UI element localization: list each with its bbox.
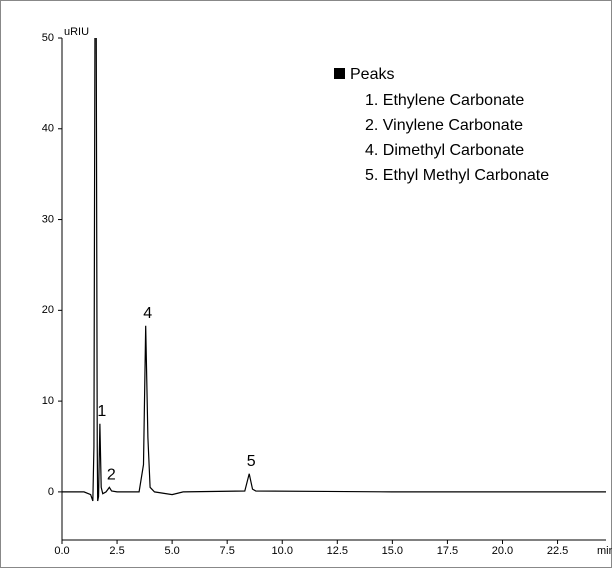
y-axis-label: uRIU bbox=[64, 26, 89, 38]
y-tick-label: 40 bbox=[42, 123, 54, 135]
peak-label: 4 bbox=[143, 305, 152, 322]
x-axis-label: min bbox=[597, 545, 612, 557]
legend-item: 5. Ethyl Methyl Carbonate bbox=[365, 167, 549, 184]
x-tick-label: 7.5 bbox=[220, 545, 235, 557]
x-tick-label: 20.0 bbox=[492, 545, 513, 557]
x-tick-label: 15.0 bbox=[382, 545, 403, 557]
x-tick-label: 12.5 bbox=[327, 545, 348, 557]
x-tick-label: 0.0 bbox=[54, 545, 69, 557]
peak-label: 2 bbox=[107, 467, 116, 484]
x-tick-label: 10.0 bbox=[272, 545, 293, 557]
peak-label: 5 bbox=[247, 453, 256, 470]
legend-marker bbox=[334, 68, 345, 79]
peak-label: 1 bbox=[97, 403, 106, 420]
y-tick-label: 50 bbox=[42, 32, 54, 44]
x-tick-label: 5.0 bbox=[164, 545, 179, 557]
legend-item: 2. Vinylene Carbonate bbox=[365, 117, 523, 134]
plot-area bbox=[62, 38, 606, 502]
y-tick-label: 10 bbox=[42, 395, 54, 407]
legend-item: 4. Dimethyl Carbonate bbox=[365, 142, 524, 159]
y-tick-label: 0 bbox=[48, 486, 54, 498]
x-tick-label: 17.5 bbox=[437, 545, 458, 557]
x-tick-label: 22.5 bbox=[547, 545, 568, 557]
y-tick-label: 20 bbox=[42, 304, 54, 316]
legend-title: Peaks bbox=[350, 66, 394, 83]
x-tick-label: 2.5 bbox=[109, 545, 124, 557]
trace bbox=[62, 38, 606, 502]
legend-item: 1. Ethylene Carbonate bbox=[365, 92, 524, 109]
y-tick-label: 30 bbox=[42, 213, 54, 225]
